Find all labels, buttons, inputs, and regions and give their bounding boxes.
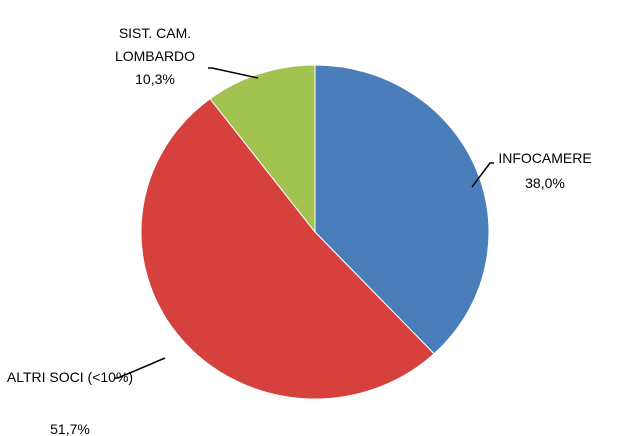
- leader-line: [114, 357, 166, 379]
- leader-line: [471, 162, 494, 188]
- pie-slice: [209, 64, 316, 234]
- value-label: 38,0%: [525, 175, 565, 191]
- slice-label: INFOCAMERE: [498, 150, 592, 166]
- value-label: 51,7%: [50, 421, 90, 436]
- value-label: 10,3%: [135, 71, 175, 87]
- pie-slice: [140, 98, 435, 400]
- leader-line: [208, 67, 259, 79]
- pie-slice: [314, 64, 490, 355]
- slice-label: ALTRI SOCI (<10%): [6, 369, 134, 385]
- slice-label: SIST. CAM. LOMBARDO: [114, 25, 196, 64]
